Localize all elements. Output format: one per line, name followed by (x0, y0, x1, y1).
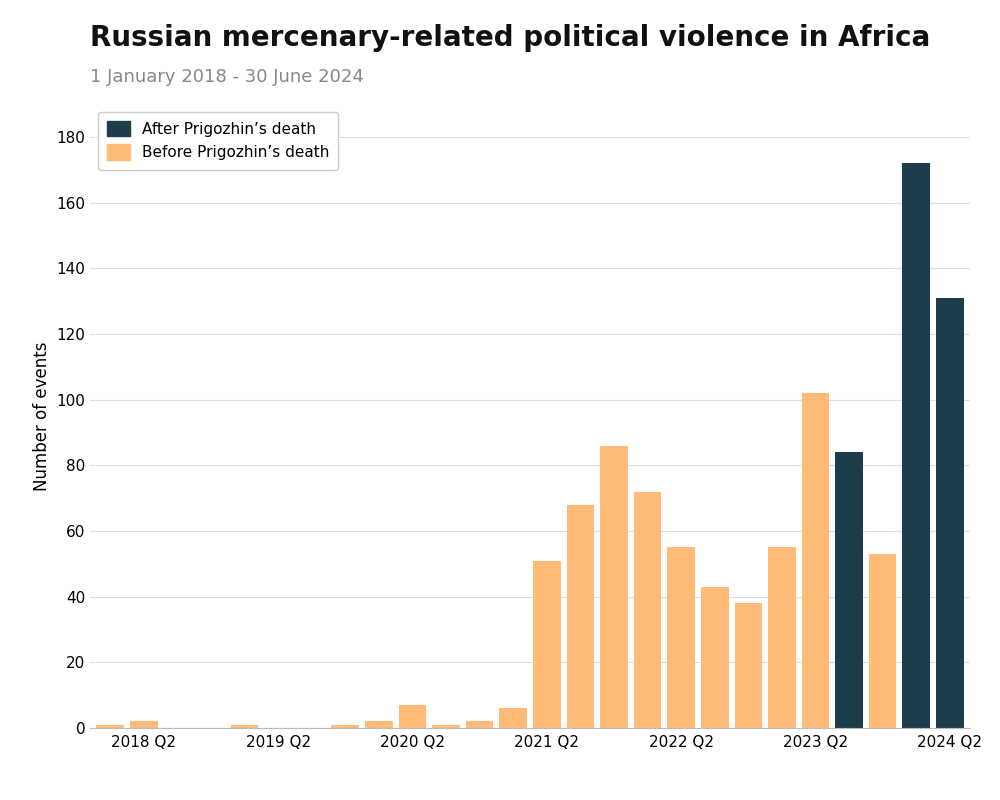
Bar (869, 554, 896, 728)
Bar (902, 163, 930, 728)
Bar (533, 561, 561, 728)
Text: Russian mercenary-related political violence in Africa: Russian mercenary-related political viol… (90, 24, 930, 52)
Text: 1 January 2018 - 30 June 2024: 1 January 2018 - 30 June 2024 (90, 68, 364, 86)
Bar (331, 725, 359, 728)
Bar (399, 705, 426, 728)
Bar (936, 298, 964, 728)
Bar (432, 725, 460, 728)
Bar (835, 452, 863, 728)
Bar (701, 586, 729, 728)
Bar (667, 547, 695, 728)
Bar (466, 722, 493, 728)
Bar (231, 725, 258, 728)
Y-axis label: Number of events: Number of events (33, 342, 51, 490)
Legend: After Prigozhin’s death, Before Prigozhin’s death: After Prigozhin’s death, Before Prigozhi… (98, 112, 338, 170)
Bar (735, 603, 762, 728)
Bar (365, 722, 393, 728)
Bar (499, 708, 527, 728)
Bar (634, 491, 661, 728)
Bar (600, 446, 628, 728)
Bar (567, 505, 594, 728)
Bar (768, 547, 796, 728)
Bar (130, 722, 158, 728)
Bar (802, 393, 829, 728)
Bar (96, 725, 124, 728)
